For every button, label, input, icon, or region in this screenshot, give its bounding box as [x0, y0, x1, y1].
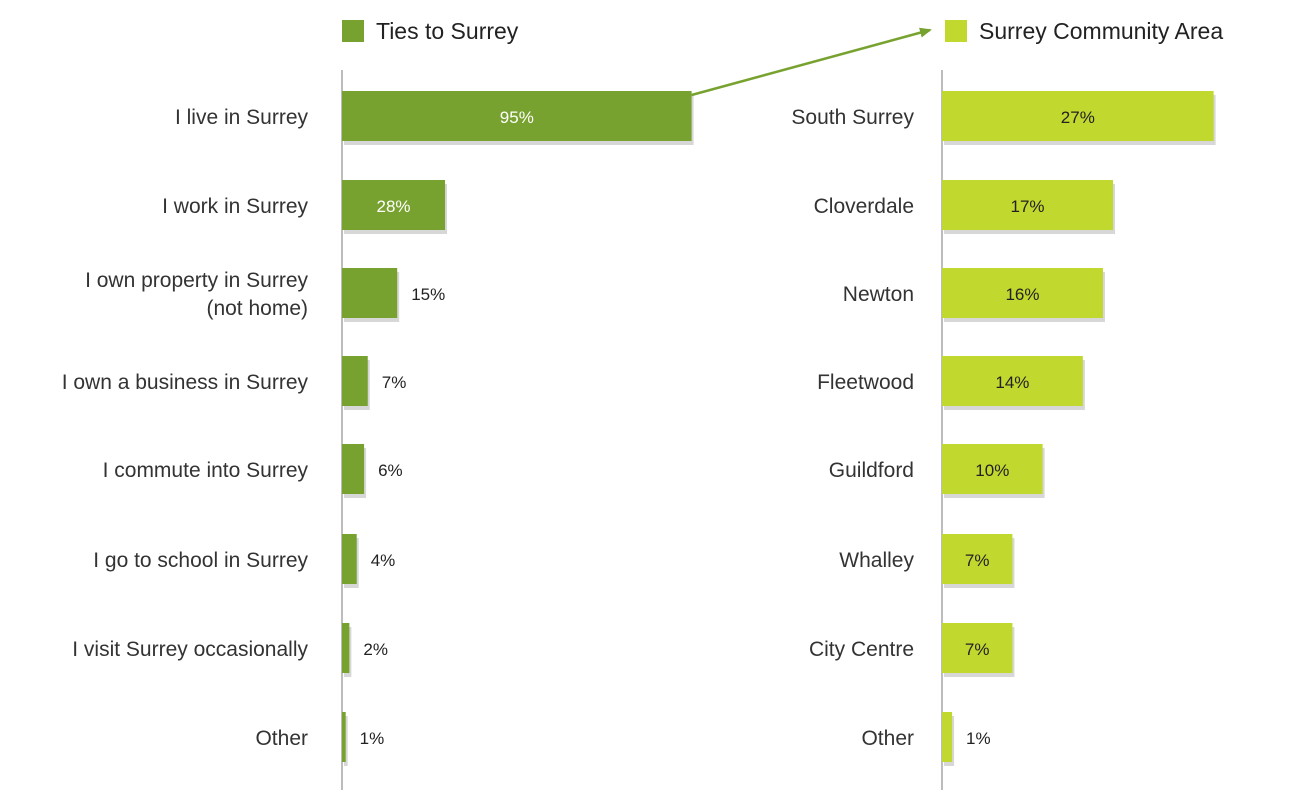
ties-category-label: I go to school in Surrey	[93, 549, 308, 572]
ties-value-label: 7%	[382, 373, 407, 392]
connector-arrow	[691, 27, 932, 97]
community-bar	[942, 91, 1214, 141]
community-chart: Surrey Community Area 27% South Surrey 17% C…	[791, 18, 1223, 790]
community-value-label: 14%	[995, 373, 1029, 392]
community-category-label: Fleetwood	[817, 371, 914, 394]
community-category-label: South Surrey	[791, 106, 914, 129]
ties-bar	[342, 534, 357, 584]
community-category-label: Guildford	[829, 459, 914, 482]
ties-bar	[342, 712, 346, 762]
ties-value-label: 4%	[371, 551, 396, 570]
ties-category-label: Other	[255, 727, 308, 750]
ties-bar	[342, 268, 398, 318]
ties-value-label: 1%	[360, 729, 385, 748]
ties-legend-swatch	[342, 20, 364, 42]
community-value-label: 27%	[1061, 108, 1095, 127]
community-category-label: Other	[861, 727, 914, 750]
community-value-label: 7%	[965, 551, 990, 570]
ties-bar	[342, 356, 368, 406]
ties-value-label: 28%	[377, 197, 411, 216]
community-category-label: City Centre	[809, 638, 914, 661]
ties-category-label: (not home)	[206, 297, 308, 320]
community-category-label: Cloverdale	[814, 195, 914, 218]
ties-category-label: I live in Surrey	[175, 106, 309, 129]
community-bar	[942, 534, 1013, 584]
community-value-label: 16%	[1005, 285, 1039, 304]
community-category-label: Whalley	[839, 549, 914, 572]
ties-value-label: 15%	[411, 285, 445, 304]
community-bar	[942, 712, 953, 762]
ties-category-label: I work in Surrey	[162, 195, 308, 218]
community-bar	[942, 444, 1043, 494]
ties-value-label: 95%	[500, 108, 534, 127]
community-category-label: Newton	[843, 283, 914, 306]
community-value-label: 10%	[975, 461, 1009, 480]
ties-category-label: I own property in Surrey	[85, 269, 308, 292]
community-legend-swatch	[945, 20, 967, 42]
ties-chart: Ties to Surrey 95% I live in Surrey 28% I wo…	[62, 18, 694, 790]
community-bar	[942, 623, 1013, 673]
ties-value-label: 2%	[363, 640, 388, 659]
ties-legend-label: Ties to Surrey	[376, 18, 519, 44]
ties-bar	[342, 444, 365, 494]
ties-bar-shadow	[344, 716, 348, 766]
ties-bar	[342, 180, 446, 230]
community-value-label: 1%	[966, 729, 991, 748]
community-bar	[942, 356, 1083, 406]
community-legend-label: Surrey Community Area	[979, 18, 1223, 44]
ties-category-label: I own a business in Surrey	[62, 371, 309, 394]
ties-value-label: 6%	[378, 461, 403, 480]
ties-bar	[342, 91, 692, 141]
ties-bar	[342, 623, 350, 673]
community-value-label: 7%	[965, 640, 990, 659]
community-value-label: 17%	[1010, 197, 1044, 216]
community-bar	[942, 180, 1114, 230]
ties-category-label: I visit Surrey occasionally	[72, 638, 308, 661]
community-bar	[942, 268, 1103, 318]
ties-category-label: I commute into Surrey	[103, 459, 309, 482]
